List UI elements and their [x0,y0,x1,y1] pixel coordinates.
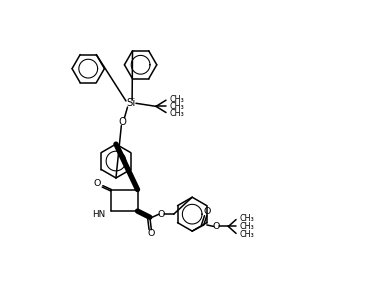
Text: CH₃: CH₃ [170,95,184,104]
Text: CH₃: CH₃ [170,102,184,111]
Text: CH₃: CH₃ [239,222,254,231]
Text: O: O [118,117,126,127]
Text: O: O [148,229,155,238]
Text: CH₃: CH₃ [239,230,254,239]
Text: Si: Si [126,98,135,108]
Text: HN: HN [92,210,105,219]
Text: O: O [158,210,165,219]
Text: CH₃: CH₃ [170,109,184,118]
Text: O: O [203,207,211,216]
Text: O: O [94,179,101,188]
Text: CH₃: CH₃ [239,214,254,223]
Text: O: O [212,222,220,231]
